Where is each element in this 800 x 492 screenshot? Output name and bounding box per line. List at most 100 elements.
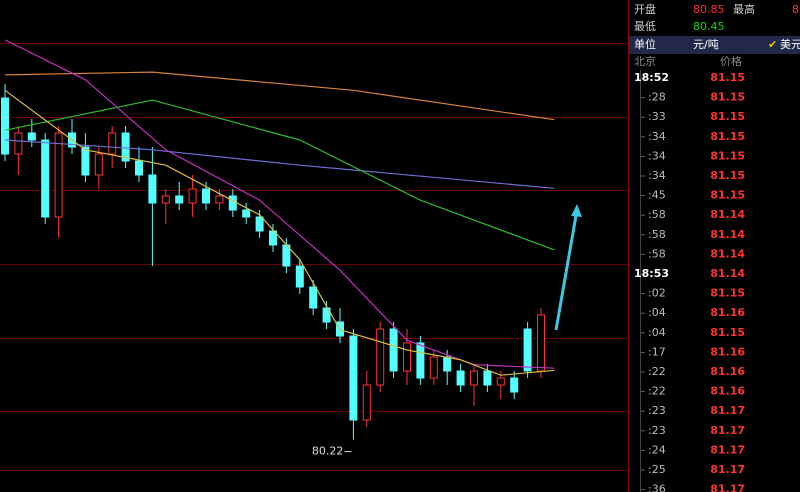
candle-body [470, 370, 478, 386]
tick-price: 81.14 [710, 247, 745, 260]
candle-body [269, 230, 277, 246]
tick-time: :17 [648, 345, 666, 358]
check-icon[interactable]: ✔ [768, 38, 777, 51]
candle-body [416, 342, 425, 379]
candle-body [429, 356, 438, 379]
candle-body [188, 188, 197, 204]
candle-body [362, 384, 371, 421]
tick-price: 81.17 [710, 463, 745, 476]
candle-body [135, 160, 143, 176]
tick-time: :28 [648, 91, 666, 104]
candle-body [376, 328, 385, 386]
candle-body [202, 188, 210, 204]
tick-price: 81.15 [710, 71, 745, 84]
tick-time: :58 [648, 228, 666, 241]
tick-time: :22 [648, 365, 666, 378]
tick-price: 81.15 [710, 149, 745, 162]
candle-body [27, 132, 36, 141]
candle-body [483, 370, 492, 386]
tick-time: :36 [648, 483, 666, 492]
trend-arrow [554, 209, 579, 331]
candle-body [121, 132, 130, 162]
tick-time: :58 [648, 208, 666, 221]
tick-price: 81.15 [710, 287, 745, 300]
tick-price: 81.15 [710, 326, 745, 339]
tick-price: 81.16 [710, 306, 745, 319]
candle-body [242, 209, 251, 218]
tick-price: 81.15 [710, 110, 745, 123]
candle-body [161, 195, 170, 204]
candle-body [389, 328, 398, 372]
quote-panel: 开盘 80.85 最高 8 最低 80.45 单位 元/吨 ✔ 美元 北京 价格… [629, 2, 800, 492]
candle-body [108, 132, 117, 155]
tick-header-price: 价格 [720, 54, 742, 68]
open-value: 80.85 [693, 3, 725, 16]
low-label: 最低 [634, 20, 656, 33]
tick-time: :58 [648, 247, 666, 260]
candle-body [255, 216, 264, 232]
candle-body [309, 286, 318, 309]
tick-price: 81.17 [710, 404, 745, 417]
tick-time: :22 [648, 385, 666, 398]
tick-price: 81.15 [710, 169, 745, 182]
low-value: 80.45 [693, 20, 725, 33]
tick-time: 18:53 [634, 267, 669, 280]
tick-price: 81.16 [710, 345, 745, 358]
tick-time: :24 [648, 443, 666, 456]
candle-body [175, 195, 184, 204]
candle-body [496, 377, 505, 386]
tick-price: 81.14 [710, 208, 745, 221]
tick-time: :33 [648, 110, 666, 123]
candle-body [456, 370, 465, 386]
candle-body [295, 265, 304, 288]
unit-bar [629, 36, 800, 54]
tick-price: 81.14 [710, 228, 745, 241]
high-label: 最高 [733, 2, 755, 16]
tick-price: 81.14 [710, 267, 745, 280]
candle-body [322, 307, 331, 323]
tick-price: 81.17 [710, 424, 745, 437]
tick-header-time: 北京 [634, 54, 656, 68]
tick-time: :23 [648, 404, 666, 417]
tick-time: :04 [648, 326, 666, 339]
unit-label: 单位 [634, 37, 656, 51]
candle-body [94, 153, 103, 176]
tick-time: 18:52 [634, 71, 669, 84]
candle-body [403, 342, 411, 372]
price-chart: 80.22 [0, 39, 628, 471]
moving-average-line [4, 89, 555, 376]
tick-price: 81.17 [710, 443, 745, 456]
candle-body [510, 377, 519, 393]
tick-time: :34 [648, 149, 666, 162]
high-value: 8 [792, 3, 799, 16]
candle-body [41, 139, 50, 218]
candle-body [349, 335, 358, 421]
candle-body [54, 132, 63, 218]
tick-time: :04 [648, 306, 666, 319]
tick-time: :34 [648, 169, 666, 182]
candle-body [1, 97, 9, 155]
tick-time: :45 [648, 189, 666, 202]
moving-average-line [4, 71, 555, 121]
tick-price: 81.17 [710, 483, 745, 492]
tick-time: :25 [648, 463, 666, 476]
candle-body [523, 328, 532, 372]
currency-option[interactable]: 美元 [780, 38, 800, 51]
candle-body [14, 132, 23, 155]
tick-price: 81.16 [710, 385, 745, 398]
trend-arrow-head [571, 204, 582, 217]
unit-value: 元/吨 [693, 38, 719, 51]
candle-body [537, 314, 545, 372]
candle-body [148, 174, 157, 204]
moving-average-line [4, 99, 555, 251]
open-label: 开盘 [634, 2, 656, 16]
tick-time: :02 [648, 287, 666, 300]
low-annotation: 80.22 [312, 445, 344, 458]
candle-body [81, 146, 90, 176]
tick-time: :23 [648, 424, 666, 437]
tick-price: 81.15 [710, 189, 745, 202]
candle-body [215, 195, 224, 204]
tick-time: :34 [648, 130, 666, 143]
